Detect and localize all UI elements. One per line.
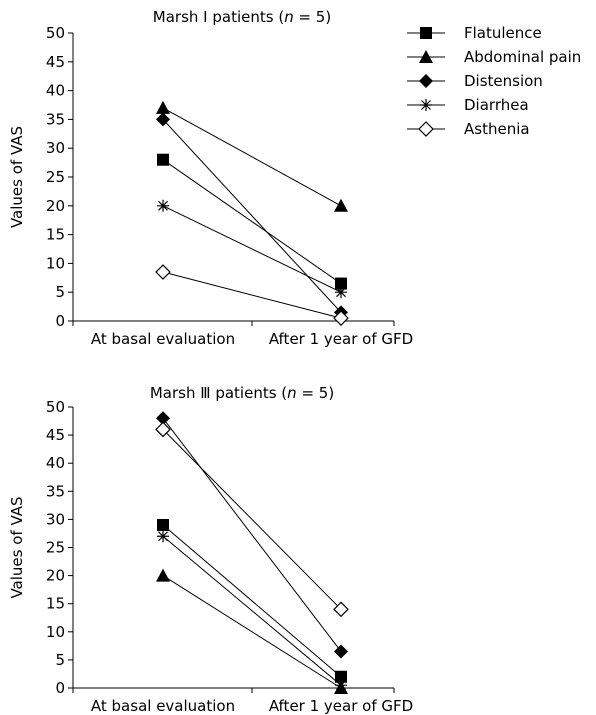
data-point-diarrhea xyxy=(335,679,347,692)
y-axis-label: Values of VAS xyxy=(8,126,26,228)
data-point-asthenia xyxy=(333,601,349,618)
data-point-diarrhea xyxy=(157,199,169,212)
legend-label-asthenia: Asthenia xyxy=(464,120,530,138)
data-point-abdominal-pain xyxy=(156,568,170,582)
x-tick-label: After 1 year of GFD xyxy=(269,697,413,715)
data-point-flatulence xyxy=(157,153,169,166)
chart-panel-1: Marsh Ⅰ patients (n = 5) 0 5 10 15 20 25 30 35 40… xyxy=(8,8,581,348)
y-tick-label: 45 xyxy=(46,53,65,71)
data-point-distension xyxy=(156,112,170,127)
y-tick-label: 5 xyxy=(55,651,65,669)
y-tick-label: 10 xyxy=(46,254,65,272)
y-tick-label: 40 xyxy=(46,82,65,100)
y-tick-label: 15 xyxy=(46,595,65,613)
x-tick-label: At basal evaluation xyxy=(91,330,235,348)
series-line-flatulence xyxy=(162,524,342,678)
data-point-asthenia xyxy=(155,264,171,280)
data-point-abdominal-pain xyxy=(156,100,170,114)
series-line-asthenia xyxy=(162,271,342,319)
y-tick-label: 15 xyxy=(46,226,65,244)
series-line-asthenia xyxy=(162,429,342,610)
y-tick-label: 50 xyxy=(46,24,65,42)
y-tick-label: 45 xyxy=(46,426,65,444)
legend-label-diarrhea: Diarrhea xyxy=(464,96,529,114)
chart-title: Marsh Ⅰ patients (n = 5) xyxy=(153,8,331,26)
y-tick-label: 30 xyxy=(46,139,65,157)
legend-label-flatulence: Flatulence xyxy=(464,24,542,42)
data-point-flatulence xyxy=(335,670,347,683)
data-point-diarrhea xyxy=(335,286,347,299)
series-line-flatulence xyxy=(162,159,342,284)
data-point-asthenia xyxy=(333,310,349,326)
series-line-distension xyxy=(162,119,342,313)
x-tick-label: At basal evaluation xyxy=(91,697,235,715)
data-point-flatulence xyxy=(335,277,347,290)
legend-label-distension: Distension xyxy=(464,72,543,90)
y-tick-label: 40 xyxy=(46,454,65,472)
y-tick-label: 30 xyxy=(46,510,65,528)
legend-marker-abdominal-pain xyxy=(419,50,433,63)
y-tick-label: 25 xyxy=(46,539,65,557)
y-tick-label: 35 xyxy=(46,482,65,500)
legend: Flatulence Abdominal pain Distension Diarrh… xyxy=(407,24,581,138)
y-tick-label: 20 xyxy=(46,567,65,585)
data-point-diarrhea xyxy=(157,530,169,543)
data-point-distension xyxy=(334,644,348,659)
data-point-flatulence xyxy=(157,519,169,532)
legend-marker-diarrhea xyxy=(420,99,432,111)
y-tick-label: 10 xyxy=(46,623,65,641)
x-tick-label: After 1 year of GFD xyxy=(269,330,413,348)
y-tick-label: 50 xyxy=(46,398,65,416)
legend-marker-flatulence xyxy=(420,27,432,39)
legend-marker-asthenia xyxy=(418,121,434,137)
legend-label-abdominal-pain: Abdominal pain xyxy=(464,48,581,66)
y-axis-label: Values of VAS xyxy=(8,496,26,598)
data-point-abdominal-pain xyxy=(334,198,348,212)
y-tick-label: 35 xyxy=(46,110,65,128)
legend-marker-distension xyxy=(419,74,433,88)
data-point-distension xyxy=(156,411,170,426)
series-line-abdominal-pain xyxy=(162,575,342,689)
chart-title: Marsh Ⅲ patients (n = 5) xyxy=(150,384,334,402)
y-tick-label: 0 xyxy=(55,679,65,697)
y-tick-label: 25 xyxy=(46,168,65,186)
y-tick-label: 20 xyxy=(46,197,65,215)
y-tick-label: 5 xyxy=(55,283,65,301)
series-line-diarrhea xyxy=(162,205,342,293)
y-tick-label: 0 xyxy=(55,312,65,330)
chart-panel-2: Marsh Ⅲ patients (n = 5) 0 5 10 15 20 25 30 35 40… xyxy=(8,384,413,715)
data-point-asthenia xyxy=(155,421,171,438)
series-line-diarrhea xyxy=(162,535,342,686)
series-line-abdominal-pain xyxy=(162,107,342,207)
series-line-distension xyxy=(162,417,342,652)
